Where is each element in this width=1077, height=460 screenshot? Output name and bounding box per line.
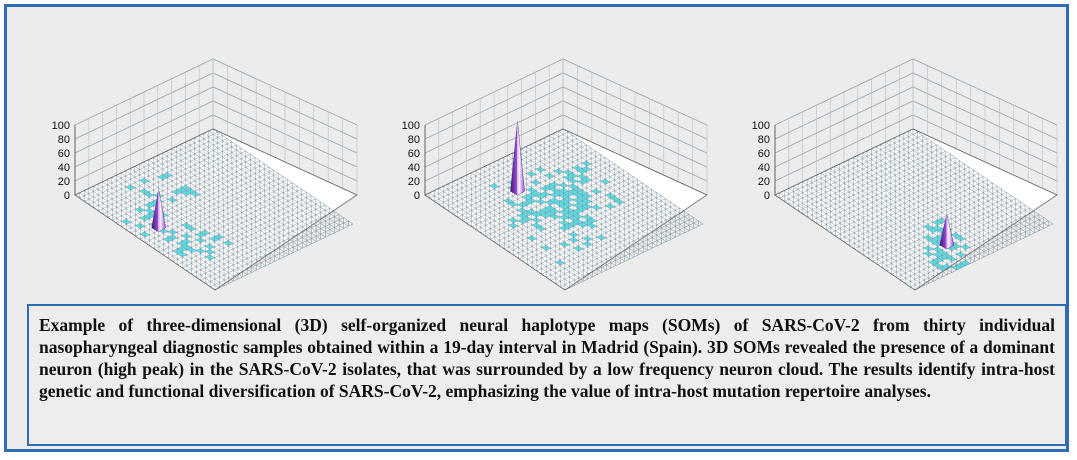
z-tick-label: 80 — [758, 134, 770, 146]
z-tick-label: 60 — [408, 148, 420, 160]
som-surface-2: 0 20 40 60 80 100 — [402, 58, 708, 291]
z-tick-label: 40 — [58, 162, 70, 174]
z-tick-label: 80 — [408, 134, 420, 146]
z-tick-label: 100 — [752, 120, 770, 132]
dominant-neuron-peak — [510, 121, 525, 196]
floor — [775, 129, 1057, 290]
som-plot-2: 0 20 40 60 80 100 — [365, 47, 715, 292]
z-tick-label: 20 — [758, 176, 770, 188]
z-tick-label: 0 — [414, 190, 420, 202]
dominant-neuron-peak — [151, 189, 166, 233]
z-tick-label: 40 — [758, 162, 770, 174]
z-tick-label: 100 — [52, 120, 70, 132]
z-tick-label: 40 — [408, 162, 420, 174]
z-tick-label: 60 — [758, 148, 770, 160]
z-tick-label: 80 — [58, 134, 70, 146]
som-plot-3: 0 20 40 60 80 100 — [715, 47, 1065, 292]
z-tick-label: 100 — [402, 120, 420, 132]
caption-box: Example of three-dimensional (3D) self-o… — [27, 304, 1067, 446]
z-gridline — [424, 58, 708, 126]
figure-caption: Example of three-dimensional (3D) self-o… — [39, 315, 1055, 401]
z-gridline — [74, 58, 358, 126]
figure-frame: 0 20 40 60 80 100 0 20 40 60 80 100 0 20 40 60 80 100 E… — [4, 4, 1069, 452]
som-surface-3: 0 20 40 60 80 100 — [752, 58, 1058, 291]
back-walls — [424, 58, 708, 196]
dominant-neuron-peak — [939, 213, 955, 250]
som-plot-1: 0 20 40 60 80 100 — [15, 47, 365, 292]
som-surface-1: 0 20 40 60 80 100 — [52, 58, 358, 291]
floor — [75, 129, 357, 290]
z-tick-label: 0 — [64, 190, 70, 202]
z-tick-label: 20 — [408, 176, 420, 188]
z-gridline — [774, 58, 1058, 126]
z-tick-label: 0 — [764, 190, 770, 202]
floor-grid — [74, 128, 354, 291]
back-walls — [74, 58, 358, 196]
z-tick-label: 20 — [58, 176, 70, 188]
z-tick-label: 60 — [58, 148, 70, 160]
back-walls — [774, 58, 1058, 196]
